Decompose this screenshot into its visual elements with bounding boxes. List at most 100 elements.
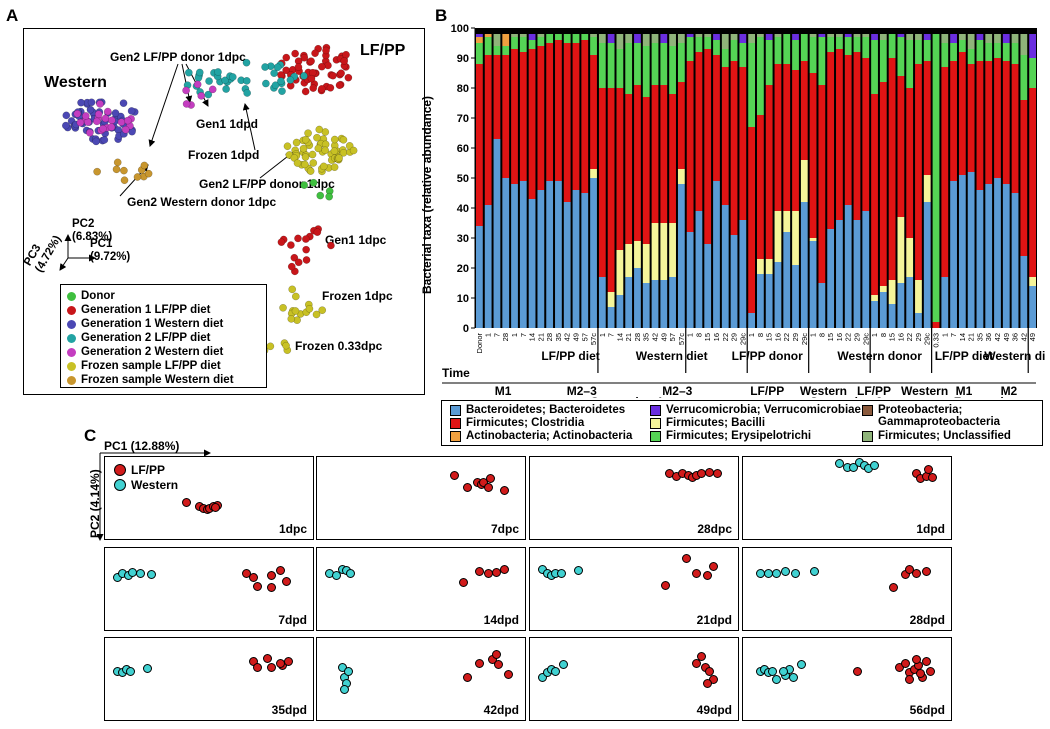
bar-segment-er — [879, 40, 887, 82]
bar-segment-er — [555, 34, 562, 40]
bar-segment-bac — [528, 199, 536, 328]
bar-segment-other — [1011, 34, 1019, 43]
bar-segment-bac — [493, 139, 501, 328]
pca-point-frozen_lfpp — [318, 306, 327, 315]
pca-point-gen2_lfpp — [242, 77, 251, 85]
x-tick-label: 57c — [589, 333, 598, 345]
pca-point-lfpp — [267, 582, 277, 592]
bar-segment-ba — [607, 292, 615, 307]
bar-segment-er — [923, 40, 931, 61]
bar-segment-cl — [783, 64, 791, 211]
pca-point-frozen_lfpp — [266, 342, 275, 351]
bar-segment-er — [572, 34, 580, 43]
bar-segment-bac — [827, 229, 835, 328]
x-tick-label: 49 — [659, 333, 668, 341]
bar-segment-er — [634, 43, 641, 85]
bar-segment-cl — [958, 52, 966, 175]
annotation-gen2-western-donor: Gen2 Western donor 1dpc — [127, 195, 277, 209]
pca-point-frozen_lfpp — [293, 159, 302, 167]
bar-segment-ba — [616, 250, 624, 295]
bar-segment-cl — [563, 43, 571, 202]
legend-label: Frozen sample Western diet — [81, 374, 234, 386]
bar-segment-bac — [836, 220, 843, 328]
bar-segment-er — [994, 43, 1001, 58]
bar-segment-er — [967, 49, 975, 64]
bar-segment-bac — [844, 205, 852, 328]
panel-c-label: C — [84, 426, 97, 445]
pca-point-gen1_lfpp — [326, 83, 335, 92]
phase-label: LF/PP — [750, 384, 784, 398]
panel-a-legend: Donor Generation 1 LF/PP diet Generation 1… — [60, 284, 267, 388]
x-tick-label: 42 — [1019, 333, 1028, 341]
bar-segment-er — [651, 43, 659, 85]
bar-segment-cl — [871, 94, 878, 295]
pca-point-frozen_western — [144, 169, 153, 178]
x-tick-label: 15 — [765, 333, 774, 341]
x-tick-label: 1 — [510, 333, 519, 337]
pca-point-gen1_lfpp — [294, 258, 303, 267]
bar-segment-other — [669, 34, 676, 46]
bar-segment-cl — [625, 94, 633, 244]
legend-swatch — [114, 478, 126, 491]
bar-segment-cl — [555, 40, 562, 181]
bar-segment-er — [669, 46, 676, 94]
pca-point-lfpp — [267, 571, 277, 581]
bar-segment-cl — [906, 88, 914, 238]
phase-label: LF/PP — [857, 384, 891, 398]
pca-point-frozen_lfpp — [339, 135, 348, 144]
stacked-bar-chart: Donor 1 7 28 1 7 14 21 28 35 42 49 57 57c 1 7 14 21 28 35 42… — [442, 23, 1045, 398]
bar-segment-other — [616, 34, 624, 49]
bar-segment-bac — [695, 211, 703, 328]
bar-segment-bac — [555, 181, 562, 328]
pca-point-lfpp — [915, 669, 925, 679]
pca-point-lfpp — [928, 472, 938, 482]
pca-point-donor — [325, 192, 334, 201]
legend-item-frozen_lfpp: Frozen sample LF/PP diet — [61, 359, 266, 373]
bar-segment-ba — [888, 280, 896, 304]
bar-segment-ba — [765, 259, 773, 274]
pca-point-lfpp — [475, 566, 485, 576]
pca-point-frozen_lfpp — [315, 125, 324, 134]
pca-point-gen2_western — [103, 107, 112, 116]
pca-point-gen2_lfpp — [277, 77, 285, 86]
pca-point-gen2_lfpp — [221, 76, 230, 85]
pca-point-gen1_lfpp — [301, 235, 310, 243]
x-tick-label: 15 — [826, 333, 835, 341]
bar-segment-other — [765, 34, 773, 40]
bar-segment-other — [1029, 34, 1036, 58]
bar-segment-other — [774, 34, 782, 37]
bar-segment-other — [967, 34, 975, 49]
bar-segment-ba — [1029, 277, 1036, 286]
pca-point-gen1_lfpp — [309, 84, 318, 92]
bar-segment-other — [844, 34, 852, 37]
x-tick-label: 0.33 — [932, 333, 941, 348]
bar-segment-er — [950, 43, 957, 61]
bar-segment-er — [502, 46, 510, 55]
bar-segment-er — [783, 34, 791, 64]
x-tick-label: 29c — [861, 333, 870, 345]
taxa-label: Proteobacteria; Gammaproteobacteria — [878, 404, 1001, 428]
annotation-gen1-1dpd: Gen1 1dpd — [196, 117, 259, 131]
panel-title: 35dpd — [271, 703, 307, 717]
panel-b-ylabel: Bacterial taxa (relative abundance) — [420, 95, 434, 295]
pca-point-gen2_western — [182, 100, 191, 108]
pca-point-lfpp — [252, 581, 262, 591]
pca-point-frozen_lfpp — [312, 310, 321, 319]
taxa-legend-item: Firmicutes; Erysipelotrichi — [650, 430, 811, 442]
x-tick-label: 29 — [730, 333, 739, 341]
pca-point-lfpp — [485, 474, 495, 484]
pca-point-gen2_western — [193, 80, 202, 89]
bar-segment-er — [739, 43, 747, 67]
pca-point-lfpp — [682, 553, 691, 563]
pca-point-western — [142, 663, 152, 673]
pca-point-frozen_lfpp — [287, 315, 296, 323]
x-tick-label: 28 — [633, 333, 642, 341]
pca-point-gen1_western — [62, 111, 71, 120]
bar-segment-cl — [484, 55, 492, 205]
bar-segment-other — [730, 34, 738, 40]
bar-segment-other — [634, 34, 641, 43]
pca-point-frozen_lfpp — [279, 303, 287, 312]
bar-segment-bac — [765, 274, 773, 328]
y-tick-label: 80 — [457, 83, 469, 95]
bar-segment-cl — [607, 88, 615, 292]
